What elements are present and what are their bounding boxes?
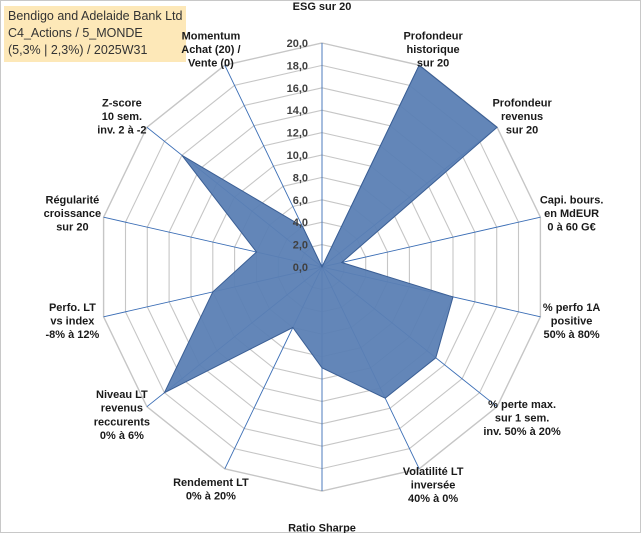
axis-label-11: Régularité croissance sur 20	[44, 194, 101, 233]
axis-label-4: % perfo 1A positive 50% à 80%	[543, 302, 601, 341]
axis-label-8: Rendement LT 0% à 20%	[173, 477, 249, 503]
tick-label-0: 0,0	[293, 262, 308, 274]
axis-label-7: Ratio Sharpe0 à 1	[288, 523, 356, 533]
axis-label-10: Perfo. LT vs index -8% à 12%	[45, 302, 99, 341]
tick-label-6: 12,0	[287, 128, 308, 140]
axis-label-1: Profondeur historique sur 20	[403, 30, 463, 69]
series-area	[163, 64, 498, 399]
spoke-3	[321, 216, 541, 268]
tick-label-7: 14,0	[287, 105, 308, 117]
axis-label-13: Momentum Achat (20) / Vente (0)	[181, 30, 240, 69]
axis-label-0: NoteESG sur 20	[293, 0, 352, 13]
chart-title-company: Bendigo and Adelaide Bank Ltd	[8, 9, 183, 23]
axis-label-3: Capi. bours. en MdEUR 0 à 60 G€	[540, 194, 604, 233]
radar-series	[163, 64, 498, 399]
axis-label-9: Niveau LT revenus reccurents 0% à 6%	[94, 389, 150, 442]
tick-label-4: 8,0	[293, 172, 308, 184]
tick-label-3: 6,0	[293, 195, 308, 207]
axis-label-5: % perte max. sur 1 sem. inv. 50% à 20%	[483, 399, 561, 438]
tick-label-10: 20,0	[287, 38, 308, 50]
tick-label-1: 2,0	[293, 240, 308, 252]
tick-label-8: 16,0	[287, 83, 308, 95]
axis-label-12: Z-score 10 sem. inv. 2 à -2	[97, 98, 146, 137]
tick-label-9: 18,0	[287, 60, 308, 72]
axis-label-2: Profondeur revenus sur 20	[492, 98, 552, 137]
radial-tick-labels: 0,0 2,0 4,0 6,0 8,0 10,0 12,0 14,0 16,0 18,0 20,0	[287, 38, 308, 274]
chart-title-category: C4_Actions / 5_MONDE	[8, 26, 143, 40]
tick-label-2: 4,0	[293, 217, 308, 229]
chart-title-box: Bendigo and Adelaide Bank Ltd C4_Actions…	[4, 6, 187, 62]
axis-label-6: Volatilité LT inversée 40% à 0%	[403, 466, 464, 505]
tick-label-5: 10,0	[287, 150, 308, 162]
chart-title-stats: (5,3% | 2,3%) / 2025W31	[8, 43, 148, 57]
